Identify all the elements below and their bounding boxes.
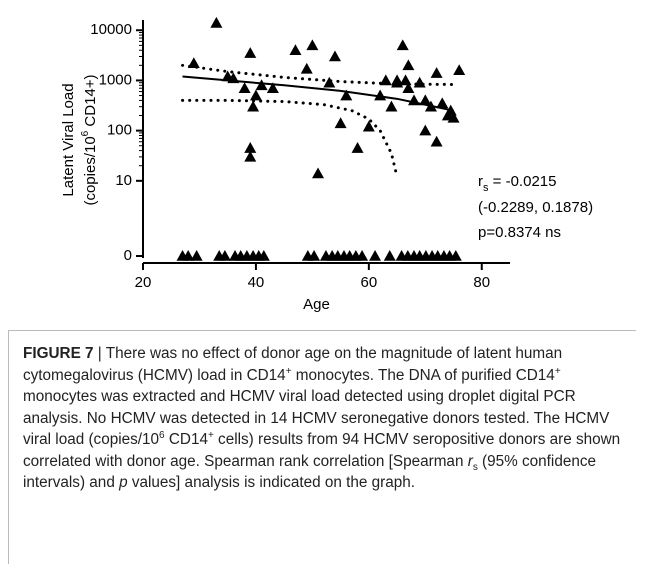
data-point [306,39,319,51]
caption-text: + [554,365,561,377]
data-point [396,39,409,51]
y-tick-label: 1000 [99,71,132,88]
caption-text: (95% confidence intervals) and [23,452,597,492]
y-axis-label-part: (copies/10 [82,136,99,205]
x-tick-label: 20 [135,274,152,291]
data-point [289,44,302,56]
y-tick-label: 100 [107,122,132,139]
data-point [430,135,443,147]
data-point [419,94,432,106]
data-point [247,100,260,112]
caption-text: CD14 [164,431,208,448]
caption-text: monocytes was extracted and HCMV viral l… [23,388,610,448]
data-point [238,82,251,94]
chart: 0 10 100 1000 10000 20 40 60 80 Age Latent Viral L… [60,16,593,313]
data-point [182,250,195,261]
data-point [351,142,364,153]
y-axis-label-part: Latent Viral Load [60,83,77,196]
data-point [385,100,398,112]
caption-text: FIGURE 7 [23,345,94,362]
data-point [227,72,240,84]
y-tick-label: 0 [124,247,132,264]
data-point [218,250,231,261]
caption-text: s [472,461,478,473]
data-point [187,57,200,69]
caption-text: r [467,452,473,470]
data-point [408,94,421,106]
data-point [340,89,353,101]
caption-text: cells) results from 94 HCMV seropositive… [23,431,621,470]
stat-line: p=0.8374 ns [478,224,561,241]
x-tick-label: 40 [248,274,265,291]
data-point [210,16,223,28]
data-point [312,167,325,179]
data-point [334,117,347,129]
data-point [379,74,392,86]
stat-value: = -0.0215 [489,173,557,190]
x-tick-label: 60 [361,274,378,291]
data-point [323,76,336,88]
caption-text: values] analysis is indicated on the gra… [127,474,416,491]
data-point [244,47,257,58]
data-point [383,250,396,261]
data-point [308,250,321,261]
data-point [300,62,313,74]
y-axis-label-part: 6 [80,130,91,136]
data-point [402,82,415,94]
caption-text: + [285,365,292,377]
data-point [419,124,432,136]
data-point [413,76,426,88]
data-point [356,250,369,261]
data-point [255,79,268,91]
data-point [430,67,443,78]
stat-r: rs = -0.0215 [478,173,556,194]
data-point [424,100,437,112]
data-point [436,97,449,109]
fit-line [182,75,454,112]
data-point [266,82,279,94]
caption-text: 6 [159,429,165,441]
caption-text: | There was no effect of donor age on th… [23,345,563,384]
data-point [249,89,262,101]
data-point [447,111,460,123]
caption-text: p [119,474,128,491]
stat-sub: s [483,182,489,194]
data-point [328,50,341,62]
stat-symbol: r [478,173,483,190]
data-point [244,150,257,162]
caption-text: monocytes. The DNA of purified CD14 [291,366,555,384]
x-tick-label: 80 [473,274,490,291]
data-point [391,74,404,86]
data-point [369,250,382,261]
data-point [190,250,203,261]
data-point [257,250,270,261]
y-axis-label-part: CD14+) [82,74,99,130]
confidence-band-line [181,98,399,179]
figure-caption: FIGURE 7 | There was no effect of donor … [8,330,636,564]
data-point [402,59,415,71]
y-axis-label: Latent Viral Load (copies/106 CD14+) [60,74,99,205]
stat-line: (-0.2289, 0.1878) [478,199,593,216]
y-tick-label: 10 [115,172,132,189]
data-point [453,64,466,75]
data-point [362,120,375,132]
x-axis-label: Age [303,296,330,313]
data-point [374,89,387,101]
data-point [449,250,462,261]
y-tick-label: 10000 [90,21,132,38]
caption-text: + [207,429,214,441]
data-point [244,142,257,153]
